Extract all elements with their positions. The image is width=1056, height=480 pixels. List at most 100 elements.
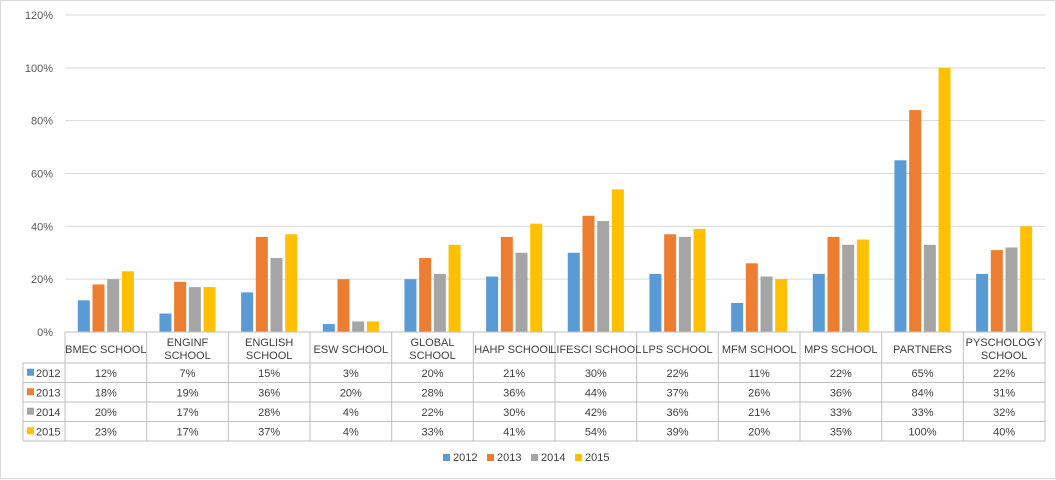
- bar-2014: [433, 273, 446, 332]
- bar-2015: [856, 239, 869, 332]
- bar-2013: [419, 258, 432, 332]
- bar-2014: [188, 287, 201, 332]
- bar-2012: [976, 273, 989, 332]
- table-cell: 65%: [911, 368, 933, 380]
- table-cell: 35%: [830, 426, 852, 438]
- bar-2012: [731, 302, 744, 332]
- legend-swatch: [531, 454, 538, 461]
- category-label-line: SCHOOL: [164, 350, 210, 362]
- table-cell: 18%: [95, 387, 117, 399]
- bar-2015: [775, 279, 788, 332]
- table-cell: 17%: [176, 426, 198, 438]
- bar-2012: [894, 160, 907, 332]
- table-cell: 4%: [343, 407, 359, 419]
- table-cell: 22%: [993, 368, 1015, 380]
- legend-label: 2015: [585, 452, 609, 464]
- row-key-swatch: [27, 368, 34, 376]
- y-tick-label: 80%: [31, 116, 53, 128]
- bar-2015: [285, 234, 298, 332]
- table-cell: 20%: [340, 387, 362, 399]
- table-cell: 44%: [585, 387, 607, 399]
- table-cell: 28%: [421, 387, 443, 399]
- y-tick-label: 100%: [25, 63, 53, 75]
- category-label: ENGINF SCHOOL: [164, 337, 210, 362]
- bar-2015: [938, 67, 951, 332]
- bar-2015: [530, 223, 543, 332]
- bar-2012: [404, 279, 417, 332]
- legend-swatch: [575, 454, 582, 461]
- table-cell: 33%: [421, 426, 443, 438]
- legend-swatch: [487, 454, 494, 461]
- category-label: PYSCHOLOGY SCHOOL: [966, 337, 1044, 362]
- bar-2013: [582, 215, 595, 332]
- table-cell: 7%: [180, 368, 196, 380]
- bar-2013: [255, 236, 268, 332]
- category-label: LIFESCI SCHOOL: [550, 344, 641, 356]
- bar-2012: [567, 252, 580, 332]
- bar-2013: [500, 236, 513, 332]
- table-cell: 4%: [343, 426, 359, 438]
- bar-2014: [678, 236, 691, 332]
- table-cell: 17%: [176, 407, 198, 419]
- table-cell: 12%: [95, 368, 117, 380]
- table-cell: 33%: [911, 407, 933, 419]
- row-key-swatch: [27, 388, 34, 396]
- table-cell: 15%: [258, 368, 280, 380]
- category-label-line: LPS SCHOOL: [642, 344, 712, 356]
- table-cell: 31%: [993, 387, 1015, 399]
- y-tick-label: 60%: [31, 169, 53, 181]
- table-cell: 33%: [830, 407, 852, 419]
- bar-2012: [322, 324, 335, 332]
- table-cell: 21%: [748, 407, 770, 419]
- category-label-line: ESW SCHOOL: [314, 344, 389, 356]
- y-tick-label: 120%: [25, 10, 53, 22]
- bar-2014: [842, 244, 855, 332]
- category-label: MFM SCHOOL: [722, 344, 797, 356]
- category-label-line: GLOBAL: [410, 337, 454, 349]
- bar-2015: [611, 189, 624, 332]
- category-label: PARTNERS: [893, 344, 952, 356]
- bar-2015: [121, 271, 134, 332]
- row-header: 2014: [36, 407, 60, 419]
- category-label-line: MFM SCHOOL: [722, 344, 797, 356]
- bar-2012: [159, 313, 172, 332]
- bar-2014: [515, 252, 528, 332]
- table-cell: 37%: [666, 387, 688, 399]
- legend: 2012 2013 2014 2015: [443, 452, 609, 464]
- category-label-line: SCHOOL: [981, 350, 1027, 362]
- table-cell: 32%: [993, 407, 1015, 419]
- row-header: 2013: [36, 387, 60, 399]
- bar-2013: [92, 284, 105, 332]
- bar-2014: [270, 258, 283, 332]
- table-cell: 28%: [258, 407, 280, 419]
- bar-2015: [448, 244, 461, 332]
- y-tick-label: 0%: [37, 327, 53, 339]
- category-label: ENGLISH SCHOOL: [245, 337, 293, 362]
- table-cell: 39%: [666, 426, 688, 438]
- row-header: 2012: [36, 368, 60, 380]
- category-label: ESW SCHOOL: [314, 344, 389, 356]
- y-axis-ticks: 0% 20% 40% 60% 80% 100% 120%: [25, 10, 53, 339]
- table-cell: 22%: [421, 407, 443, 419]
- bar-2014: [1005, 247, 1018, 332]
- table-cell: 36%: [666, 407, 688, 419]
- bar-2015: [203, 287, 216, 332]
- category-label: LPS SCHOOL: [642, 344, 712, 356]
- bar-2014: [597, 221, 610, 332]
- legend-label: 2013: [497, 452, 521, 464]
- category-label-line: LIFESCI SCHOOL: [550, 344, 641, 356]
- bar-2013: [909, 110, 922, 332]
- table-cell: 36%: [258, 387, 280, 399]
- table-cell: 41%: [503, 426, 525, 438]
- bar-2014: [760, 276, 773, 332]
- bar-2014: [923, 244, 936, 332]
- table-cell: 19%: [176, 387, 198, 399]
- category-label-line: HAHP SCHOOL: [474, 344, 554, 356]
- table-cell: 20%: [95, 407, 117, 419]
- table-cell: 54%: [585, 426, 607, 438]
- bar-2012: [649, 273, 662, 332]
- y-tick-label: 40%: [31, 221, 53, 233]
